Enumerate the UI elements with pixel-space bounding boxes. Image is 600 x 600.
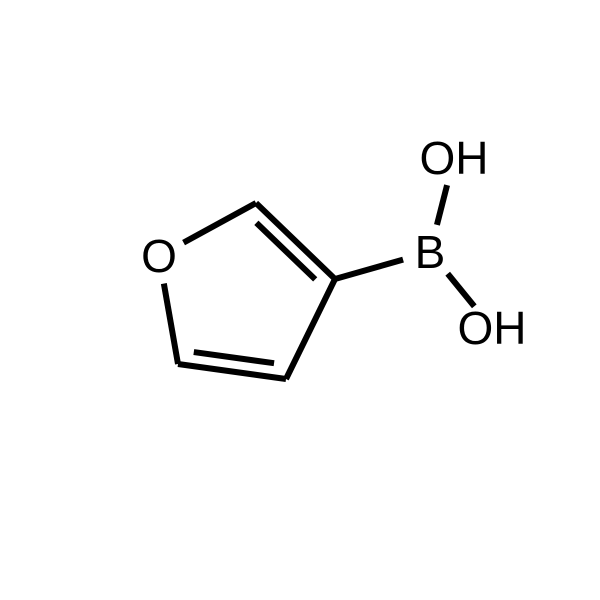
atom-label-OH1: OH (420, 132, 489, 184)
bond-line (178, 364, 286, 379)
bond-line (437, 185, 447, 225)
bond-line (286, 279, 335, 379)
bond-line (335, 260, 403, 279)
bond-line (194, 352, 274, 363)
atom-label-O1: O (141, 230, 177, 282)
atom-label-OH2: OH (458, 302, 527, 354)
molecule-diagram: OBOHOH (0, 0, 600, 600)
bond-line (164, 284, 178, 364)
bond-line (184, 203, 256, 243)
atom-label-B: B (415, 226, 446, 278)
bond-line (256, 203, 335, 279)
